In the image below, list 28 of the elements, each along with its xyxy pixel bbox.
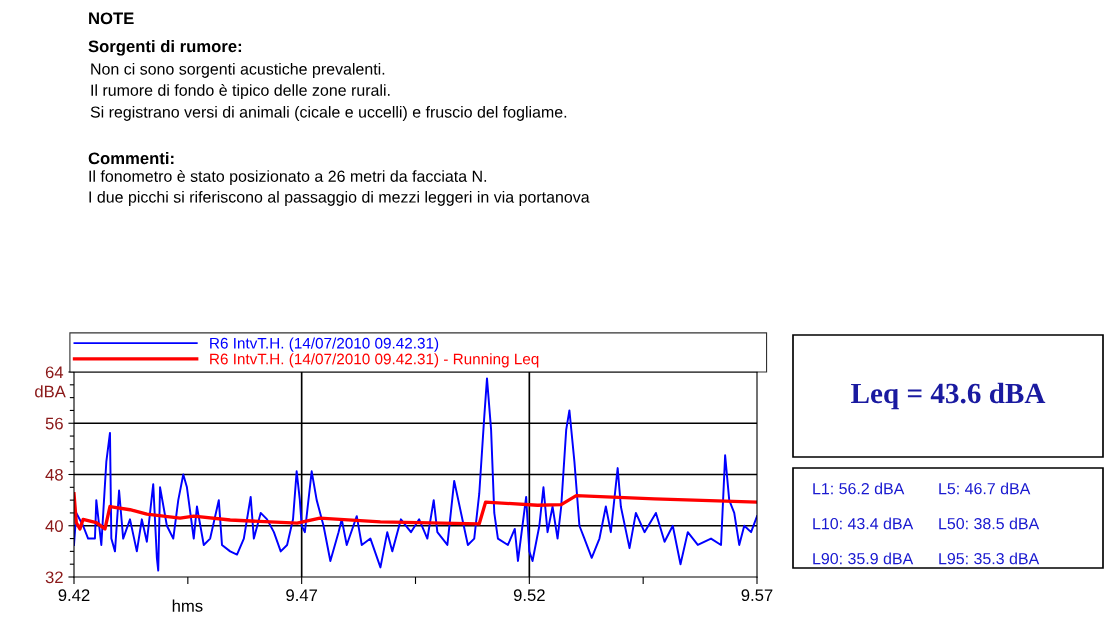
- x-tick-label: 9.52: [513, 589, 545, 602]
- text: L95: 35.3 dBA: [939, 552, 1040, 565]
- y-axis-title: dBA: [35, 385, 66, 398]
- text: Sorgenti di rumore:: [88, 40, 242, 56]
- text: R6 IntvT.H. (14/07/2010 09.42.31): [210, 337, 439, 352]
- y-tick-label: 56: [45, 417, 63, 430]
- x-tick-label: 9.42: [58, 589, 90, 602]
- y-tick-label: 40: [45, 520, 63, 532]
- text: I due picchi si riferiscono al passaggio di mezzi leggeri in via portanova: [89, 191, 590, 206]
- text: L90: 35.9 dBA: [813, 552, 914, 565]
- text: L1: 56.2 dBA: [813, 482, 905, 495]
- text: Si registrano versi di animali (cicale e uccelli) e fruscio del fogliame.: [90, 106, 567, 121]
- text: Commenti:: [88, 152, 174, 165]
- text: L5: 46.7 dBA: [939, 482, 1031, 495]
- text: Leq = 43.6 dBA: [851, 382, 1046, 410]
- text: Non ci sono sorgenti acustiche prevalenti.: [91, 63, 385, 78]
- x-axis-title: hms: [172, 599, 203, 612]
- y-tick-label: 64: [45, 366, 64, 379]
- x-tick-label: 9.57: [741, 589, 773, 602]
- text: NOTE: [89, 12, 134, 25]
- y-tick-label: 32: [45, 571, 63, 584]
- text: Il fonometro è stato posizionato a 26 metri da facciata N.: [89, 170, 487, 186]
- text: Il rumore di fondo è tipico delle zone rurali.: [91, 84, 390, 100]
- y-tick-label: 48: [45, 468, 63, 481]
- text: L50: 38.5 dBA: [939, 517, 1040, 530]
- x-tick-label: 9.47: [286, 589, 318, 602]
- text: L10: 43.4 dBA: [813, 517, 914, 530]
- text: R6 IntvT.H. (14/07/2010 09.42.31) - Running Leq: [210, 353, 539, 368]
